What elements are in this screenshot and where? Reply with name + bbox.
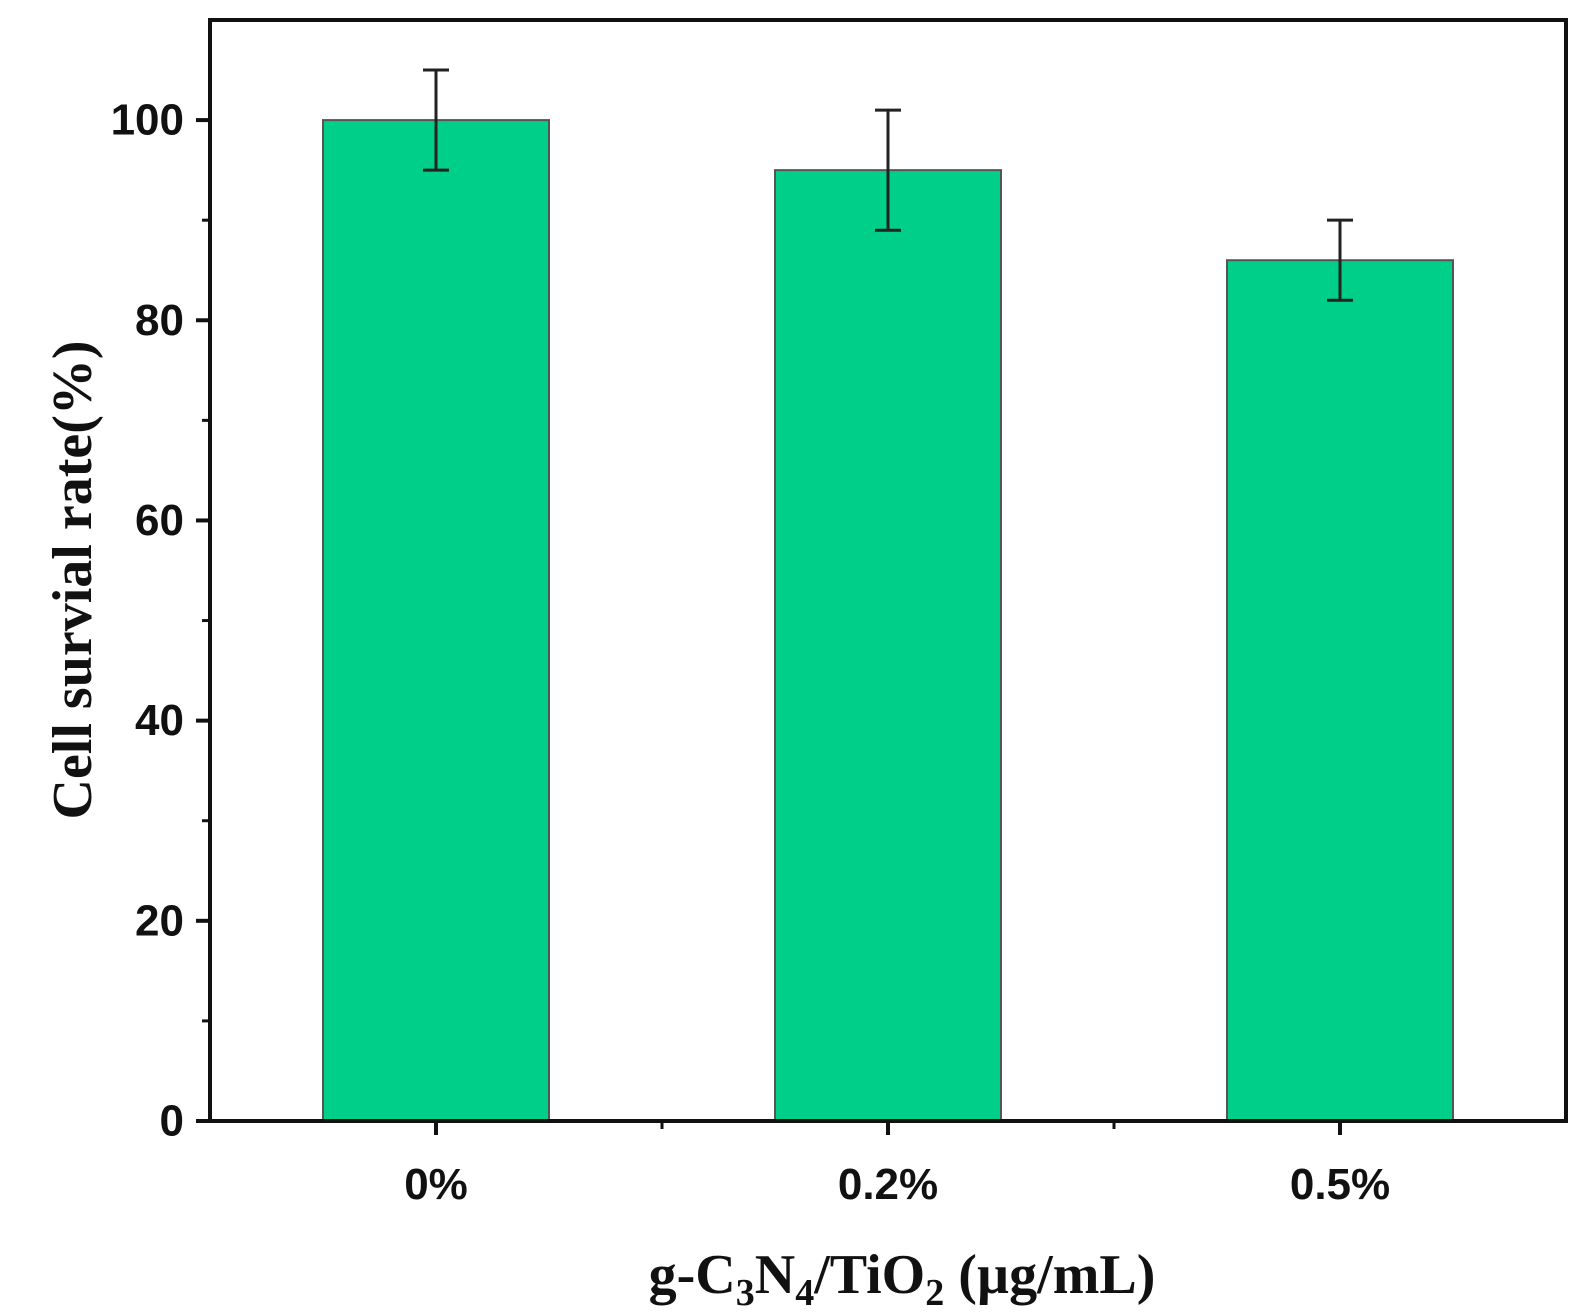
y-tick-label: 100 [111, 96, 184, 145]
y-tick-label: 40 [135, 696, 184, 745]
x-tick-label: 0.2% [838, 1160, 938, 1209]
y-axis-title: Cell survial rate(%) [42, 341, 104, 820]
y-axis: 0 20 40 60 80 100 [111, 96, 210, 1146]
error-bar-0% [423, 68, 449, 172]
plot-area [322, 68, 1454, 1123]
bar-0.5% [1226, 259, 1454, 1122]
y-tick-label: 0 [160, 1097, 184, 1146]
x-tick-label: 0.5% [1290, 1160, 1390, 1209]
error-bar-0.2% [875, 108, 901, 232]
y-tick-label: 60 [135, 496, 184, 545]
x-tick-label: 0% [404, 1160, 468, 1209]
x-axis-title: g-C3N4/TiO2 (µg/mL) [649, 1244, 1156, 1314]
bar-0.2% [774, 169, 1002, 1123]
bar-0% [322, 119, 550, 1123]
y-tick-label: 80 [135, 296, 184, 345]
error-bar-0.5% [1327, 218, 1353, 302]
y-tick-label: 20 [135, 896, 184, 945]
x-axis: 0% 0.2% 0.5% [404, 1121, 1390, 1209]
